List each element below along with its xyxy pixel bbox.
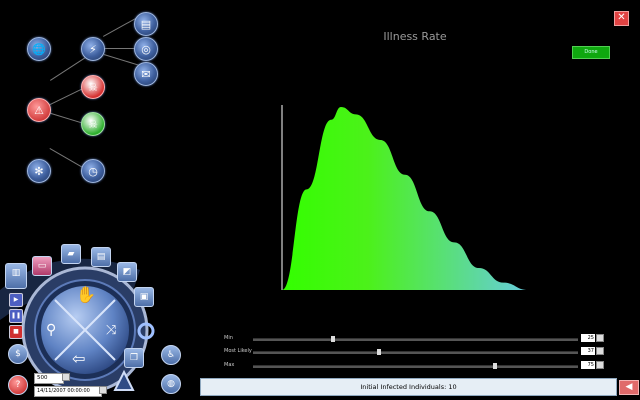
report-button[interactable]: ▭ — [32, 256, 52, 276]
clock-icon[interactable]: ◷ — [81, 159, 105, 183]
count-spinner[interactable] — [62, 373, 70, 381]
globe-icon[interactable]: 🌐 — [27, 37, 51, 61]
status-bar: Initial Infected Individuals: 10 — [200, 378, 617, 396]
date-input[interactable]: 14/11/2007 00:00:00 — [34, 386, 102, 397]
document-button[interactable]: ▤ — [91, 247, 111, 267]
hand-icon[interactable]: ✋ — [76, 285, 96, 304]
distribution-area — [282, 107, 528, 290]
money-button[interactable]: $ — [8, 344, 28, 364]
warning-icon[interactable]: ⚠ — [27, 98, 51, 122]
count-input[interactable]: 500 — [34, 373, 64, 384]
globe-button[interactable]: ◍ — [161, 374, 181, 394]
wheel-divider — [54, 299, 116, 361]
disk-button[interactable]: ▣ — [134, 287, 154, 307]
chart-title: Illness Rate — [383, 30, 447, 43]
wand-icon[interactable]: ⚡ — [81, 37, 105, 61]
back-arrow-button[interactable]: ◀ — [619, 380, 639, 395]
slider-thumb[interactable] — [331, 336, 335, 342]
copy-button[interactable]: ❐ — [124, 348, 144, 368]
slider-label-most-likely: Most Likely — [224, 348, 252, 354]
slider-label-max: Max — [224, 362, 235, 368]
ring-icon[interactable] — [137, 322, 155, 340]
max-spinner[interactable] — [596, 361, 604, 369]
max-value-field[interactable]: 75 — [581, 361, 595, 369]
slider-min[interactable] — [253, 336, 578, 342]
illness-rate-chart — [281, 105, 528, 290]
link-line — [50, 56, 88, 81]
help-button[interactable]: ? — [8, 375, 28, 395]
link-line — [48, 87, 85, 106]
folder-button[interactable]: ▰ — [61, 244, 81, 264]
stop-button[interactable]: ■ — [9, 325, 23, 339]
slider-most-likely[interactable] — [253, 349, 578, 355]
back-arrow-icon[interactable]: ⇦ — [72, 349, 85, 368]
slider-thumb[interactable] — [377, 349, 381, 355]
accessibility-button[interactable]: ♿ — [161, 345, 181, 365]
slider-thumb[interactable] — [493, 363, 497, 369]
close-button[interactable]: ✕ — [614, 11, 629, 26]
triangle-icon[interactable] — [113, 369, 135, 391]
play-button[interactable]: ▶ — [9, 293, 23, 307]
bar-chart-button[interactable]: ▥ — [5, 263, 27, 289]
min-spinner[interactable] — [596, 334, 604, 342]
date-dropdown[interactable] — [99, 386, 107, 394]
snowflake-icon[interactable]: ✻ — [27, 159, 51, 183]
film-icon[interactable]: ◎ — [134, 37, 158, 61]
save-icon[interactable]: ▤ — [134, 12, 158, 36]
most-likely-spinner[interactable] — [596, 347, 604, 355]
slider-max[interactable] — [253, 363, 578, 369]
skull-green-icon[interactable]: ☠ — [81, 112, 105, 136]
min-value-field[interactable]: 25 — [581, 334, 595, 342]
link-line — [104, 48, 144, 49]
chart-edit-button[interactable]: ◩ — [117, 262, 137, 282]
connect-icon[interactable]: ⤨ — [106, 323, 117, 338]
zoom-icon[interactable]: ⚲ — [46, 322, 56, 338]
most-likely-value-field[interactable]: 37 — [581, 347, 595, 355]
done-button[interactable]: Done — [572, 46, 610, 59]
link-line — [103, 17, 137, 37]
pause-button[interactable]: ❚❚ — [9, 309, 23, 323]
skull-red-icon[interactable]: ☠ — [81, 75, 105, 99]
slider-label-min: Min — [224, 335, 233, 341]
mail-icon[interactable]: ✉ — [134, 62, 158, 86]
